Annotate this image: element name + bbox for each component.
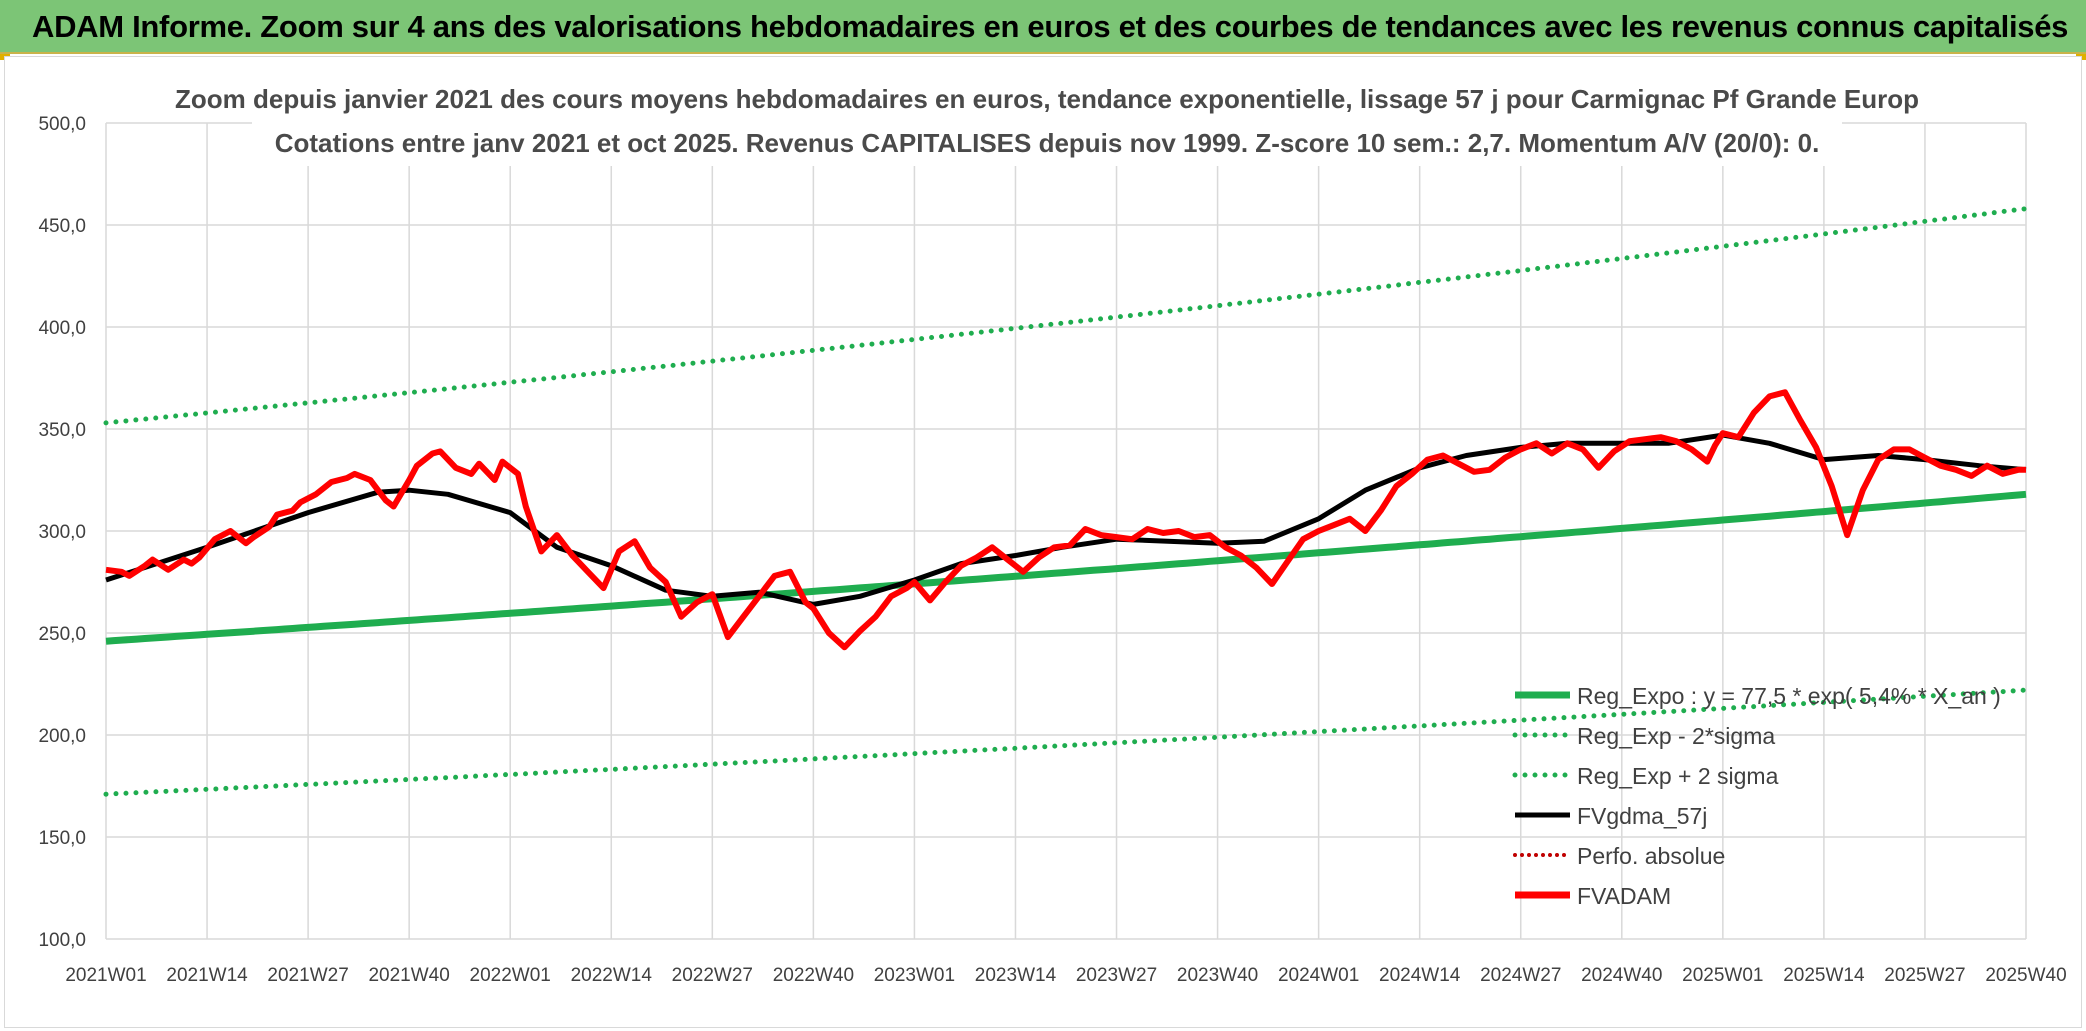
x-tick-label: 2023W40	[1177, 965, 1258, 986]
y-tick-label: 200,0	[38, 726, 86, 747]
x-tick-label: 2022W40	[773, 965, 854, 986]
y-tick-label: 400,0	[38, 318, 86, 339]
x-tick-label: 2024W40	[1581, 965, 1662, 986]
series-reg-plus-2sigma	[103, 206, 2029, 426]
legend-label: FVADAM	[1577, 883, 1671, 909]
x-tick-label: 2024W27	[1480, 965, 1561, 986]
chart-frame	[4, 56, 2082, 1028]
grid-layer	[105, 122, 2027, 940]
x-tick-label: 2025W01	[1682, 965, 1763, 986]
report-banner: ADAM Informe. Zoom sur 4 ans des valoris…	[0, 0, 2086, 54]
y-tick-label: 300,0	[38, 522, 86, 543]
x-tick-label: 2022W27	[672, 965, 753, 986]
series-reg-expo	[105, 490, 2027, 645]
legend-label: Reg_Expo : y = 77,5 * exp( 5,4% * X_an )	[1577, 683, 2001, 709]
x-tick-label: 2024W14	[1379, 965, 1461, 986]
x-tick-label: 2023W01	[874, 965, 955, 986]
x-tick-label: 2024W01	[1278, 965, 1359, 986]
series-fvadam	[105, 389, 2026, 651]
x-tick-label: 2025W27	[1884, 965, 1965, 986]
x-tick-label: 2021W01	[65, 965, 146, 986]
x-tick-label: 2025W14	[1783, 965, 1865, 986]
y-tick-label: 450,0	[38, 216, 86, 237]
title-backdrop	[252, 76, 1842, 166]
x-tick-label: 2022W14	[571, 965, 653, 986]
axis-layer: 100,0 150,0 200,0 250,0 300,0 350,0 400,0 450,0…	[38, 114, 2066, 986]
y-tick-label: 350,0	[38, 420, 86, 441]
legend-label: Reg_Exp - 2*sigma	[1577, 723, 1775, 749]
y-tick-label: 250,0	[38, 624, 86, 645]
x-tick-label: 2022W01	[470, 965, 551, 986]
legend: Reg_Expo : y = 77,5 * exp( 5,4% * X_an )…	[1512, 683, 2001, 909]
x-tick-label: 2025W40	[1985, 965, 2066, 986]
report-title: ADAM Informe. Zoom sur 4 ans des valoris…	[32, 9, 2069, 44]
y-tick-label: 500,0	[38, 114, 86, 135]
series-layer	[103, 206, 2029, 797]
x-tick-label: 2021W40	[368, 965, 449, 986]
legend-label: FVgdma_57j	[1577, 803, 1707, 829]
x-tick-label: 2021W27	[267, 965, 348, 986]
x-tick-label: 2021W14	[166, 965, 248, 986]
legend-label: Perfo. absolue	[1577, 843, 1725, 869]
x-tick-label: 2023W14	[975, 965, 1057, 986]
x-tick-label: 2023W27	[1076, 965, 1157, 986]
chart-title-line1: Zoom depuis janvier 2021 des cours moyen…	[175, 84, 1919, 114]
series-reg-minus-2sigma	[103, 687, 2029, 797]
legend-label: Reg_Exp + 2 sigma	[1577, 763, 1779, 789]
y-tick-label: 100,0	[38, 930, 86, 951]
y-tick-label: 150,0	[38, 828, 86, 849]
chart-title-line2: Cotations entre janv 2021 et oct 2025. R…	[275, 128, 1820, 158]
